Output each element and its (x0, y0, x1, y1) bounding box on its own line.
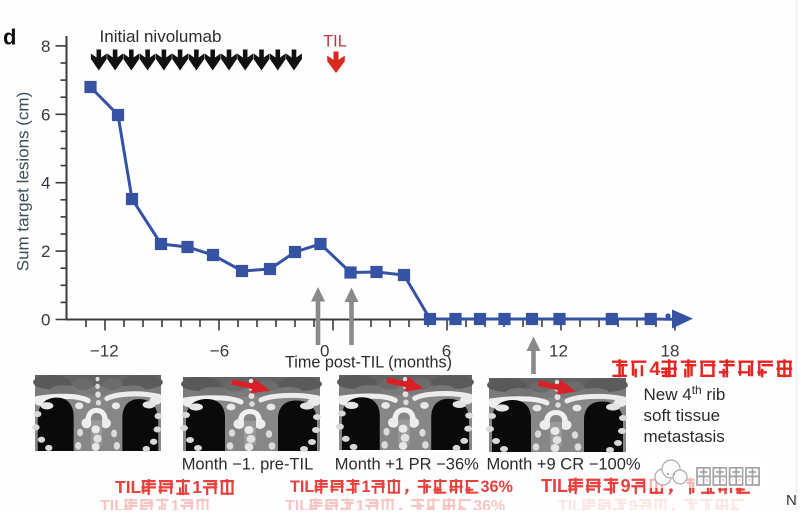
svg-text:0: 0 (320, 342, 329, 361)
svg-text:1: 1 (356, 498, 365, 510)
svg-text:TIL: TIL (100, 498, 124, 510)
svg-text:Time post-TIL (months): Time post-TIL (months) (285, 354, 452, 372)
svg-text:soft tissue: soft tissue (644, 406, 721, 425)
svg-text:TIL: TIL (290, 478, 314, 496)
svg-text:1: 1 (192, 477, 202, 497)
svg-text:9: 9 (621, 476, 631, 496)
svg-text:New 4th rib: New 4th rib (644, 383, 726, 404)
svg-text:6: 6 (442, 342, 451, 361)
svg-text:TIL: TIL (541, 476, 568, 496)
svg-text:2: 2 (41, 242, 50, 261)
svg-text:metastasis: metastasis (644, 427, 725, 446)
svg-text:Month +9 CR −100%: Month +9 CR −100% (486, 456, 640, 474)
svg-text:12: 12 (549, 342, 568, 361)
svg-text:9: 9 (629, 498, 638, 510)
svg-text:18: 18 (661, 342, 680, 361)
svg-text:Month −1. pre-TIL: Month −1. pre-TIL (182, 456, 314, 474)
svg-text:d: d (3, 25, 16, 50)
svg-text:Sum target lesions (cm): Sum target lesions (cm) (13, 92, 32, 272)
svg-text:1: 1 (171, 498, 180, 510)
svg-text:Initial nivolumab: Initial nivolumab (100, 27, 222, 46)
svg-text:TIL: TIL (115, 477, 142, 497)
svg-text:36%: 36% (481, 478, 513, 496)
svg-text:−6: −6 (210, 342, 229, 361)
svg-text:4: 4 (41, 174, 50, 193)
svg-text:0: 0 (41, 311, 50, 330)
svg-text:1: 1 (362, 478, 371, 496)
svg-text:8: 8 (41, 37, 50, 56)
svg-text:4: 4 (649, 358, 660, 380)
svg-text:TIL: TIL (285, 498, 309, 510)
svg-text:6: 6 (41, 105, 50, 124)
svg-text:N: N (786, 492, 797, 509)
svg-text:TIL: TIL (323, 33, 347, 51)
svg-text:Month +1 PR −36%: Month +1 PR −36% (335, 456, 479, 474)
svg-text:36%: 36% (473, 498, 505, 510)
svg-text:−12: −12 (90, 342, 119, 361)
svg-text:TIL: TIL (558, 498, 582, 510)
